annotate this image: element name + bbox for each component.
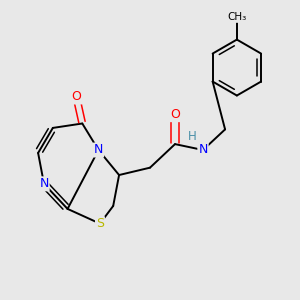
Text: CH₃: CH₃ <box>227 12 247 22</box>
Text: H: H <box>188 130 197 143</box>
Text: O: O <box>71 91 81 103</box>
Text: N: N <box>94 143 103 157</box>
Text: N: N <box>39 177 49 190</box>
Text: S: S <box>96 217 104 230</box>
Text: O: O <box>170 108 180 121</box>
Text: N: N <box>198 143 208 157</box>
